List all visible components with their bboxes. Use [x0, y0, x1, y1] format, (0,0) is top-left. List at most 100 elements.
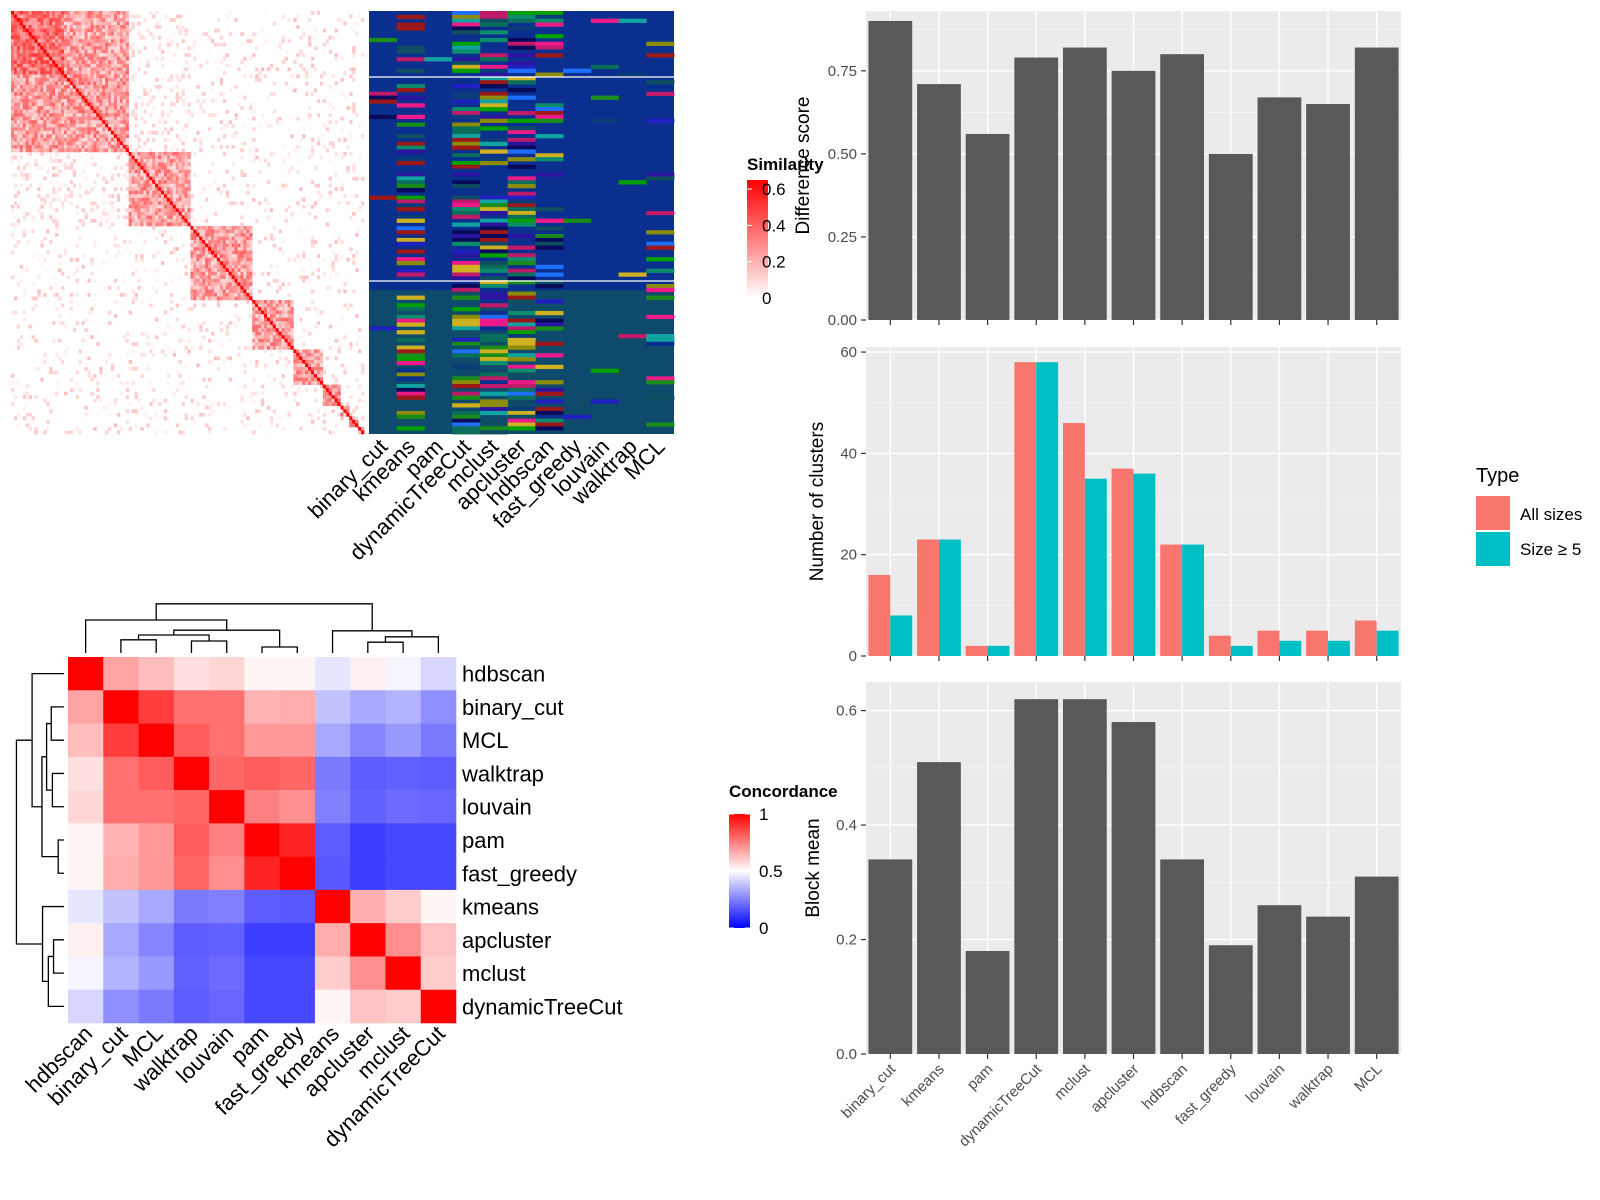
similarity-cell — [125, 152, 129, 156]
similarity-cell — [93, 81, 97, 86]
similarity-cell — [78, 349, 82, 354]
similarity-legend-title: Similarity — [747, 155, 824, 174]
similarity-cell — [166, 155, 171, 160]
similarity-cell — [219, 293, 224, 297]
similarity-cell — [208, 183, 212, 188]
similarity-cell — [249, 247, 253, 251]
similarity-cell — [116, 141, 121, 146]
similarity-cell — [78, 28, 82, 33]
similarity-cell — [343, 335, 347, 340]
similarity-cell — [178, 222, 182, 227]
similarity-cell — [87, 278, 91, 283]
similarity-cell — [84, 39, 88, 44]
annotation-cell — [507, 418, 536, 423]
similarity-cell — [37, 60, 41, 65]
similarity-cell — [22, 310, 27, 315]
dendrogram-branch — [52, 939, 64, 974]
annotation-cell — [452, 295, 481, 300]
similarity-cell — [78, 21, 82, 26]
similarity-cell — [319, 370, 324, 375]
similarity-cell — [178, 218, 182, 223]
similarity-cell — [49, 215, 53, 220]
similarity-cell — [152, 254, 156, 259]
similarity-cell — [266, 215, 271, 220]
similarity-cell — [134, 113, 138, 118]
similarity-cell — [346, 402, 350, 407]
similarity-cell — [308, 278, 312, 283]
similarity-cell — [137, 144, 141, 149]
similarity-cell — [111, 363, 115, 368]
similarity-cell — [52, 120, 56, 125]
similarity-cell — [13, 416, 18, 421]
similarity-cell — [358, 328, 362, 333]
annotation-cell — [507, 134, 536, 139]
similarity-cell — [75, 127, 79, 132]
similarity-cell — [69, 28, 74, 33]
similarity-cell — [252, 53, 256, 58]
similarity-cell — [46, 102, 50, 107]
similarity-cell — [31, 14, 35, 19]
similarity-cell — [316, 99, 321, 103]
similarity-cell — [361, 18, 365, 22]
similarity-cell — [13, 173, 18, 177]
similarity-cell — [155, 218, 159, 223]
similarity-cell — [240, 229, 244, 234]
annotation-cell — [507, 103, 536, 108]
similarity-cell — [75, 395, 79, 400]
similarity-cell — [34, 395, 38, 400]
similarity-cell — [134, 190, 138, 195]
similarity-cell — [105, 56, 109, 61]
annotation-cell — [507, 210, 536, 216]
similarity-cell — [46, 39, 50, 44]
similarity-cell — [55, 370, 59, 375]
similarity-cell — [52, 63, 56, 68]
similarity-cell — [161, 204, 165, 209]
similarity-cell — [43, 53, 47, 58]
similarity-cell — [313, 28, 318, 33]
similarity-cell — [222, 402, 227, 407]
similarity-cell — [137, 155, 141, 160]
similarity-cell — [61, 21, 65, 26]
similarity-cell — [125, 120, 129, 125]
similarity-cell — [184, 176, 188, 181]
similarity-cell — [275, 321, 279, 326]
similarity-cell — [158, 197, 162, 202]
similarity-cell — [272, 409, 277, 414]
similarity-cell — [22, 113, 27, 118]
similarity-cell — [252, 303, 256, 308]
similarity-cell — [69, 144, 74, 149]
similarity-cell — [69, 35, 74, 40]
similarity-cell — [199, 240, 203, 244]
similarity-cell — [37, 21, 41, 26]
similarity-cell — [225, 123, 229, 128]
similarity-cell — [43, 85, 47, 89]
similarity-cell — [175, 159, 179, 163]
annotation-cell — [396, 249, 425, 254]
similarity-cell — [287, 257, 291, 262]
similarity-cell — [90, 155, 94, 160]
concordance-cell — [244, 889, 280, 924]
annotation-cell — [535, 241, 564, 246]
similarity-cell — [13, 144, 18, 149]
similarity-cell — [102, 53, 106, 58]
similarity-cell — [146, 155, 150, 160]
similarity-cell — [102, 102, 106, 107]
similarity-cell — [19, 74, 24, 79]
similarity-cell — [275, 67, 279, 72]
similarity-cell — [243, 268, 247, 273]
annotation-cell — [396, 141, 425, 146]
similarity-cell — [52, 67, 56, 72]
similarity-cell — [249, 271, 253, 276]
similarity-cell — [125, 187, 129, 192]
annotation-cell — [535, 299, 564, 304]
similarity-cell — [190, 264, 194, 269]
similarity-cell — [16, 381, 21, 385]
similarity-cell — [243, 296, 247, 301]
similarity-cell — [199, 144, 203, 149]
similarity-cell — [187, 173, 191, 177]
similarity-cell — [81, 144, 85, 149]
similarity-cell — [225, 426, 229, 431]
similarity-cell — [349, 74, 353, 79]
similarity-cell — [328, 190, 332, 195]
annotation-cell — [452, 164, 481, 170]
